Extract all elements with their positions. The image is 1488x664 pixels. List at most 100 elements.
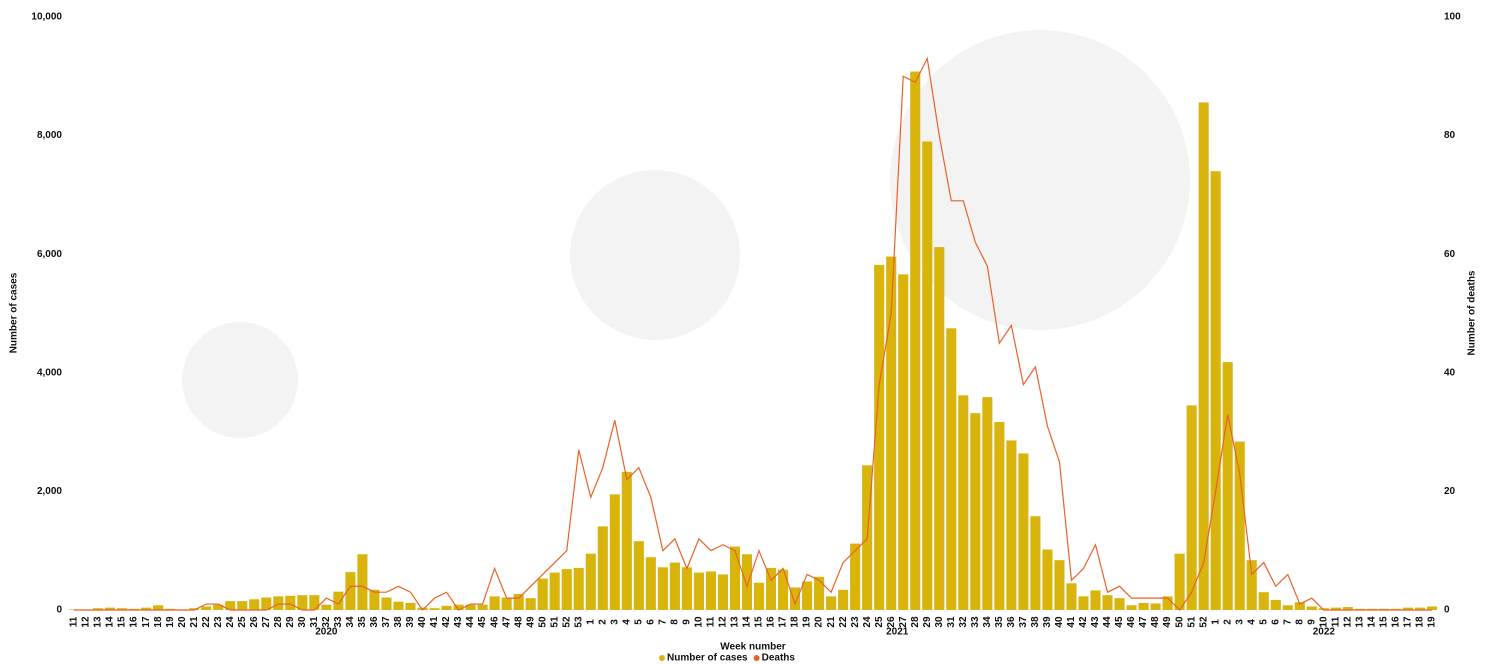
x-tick-label: 8 — [670, 619, 681, 625]
x-tick-label: 37 — [381, 616, 392, 628]
x-tick-label: 1 — [585, 619, 596, 625]
y-tick-label: 6,000 — [37, 249, 62, 260]
x-tick-label: 29 — [285, 616, 296, 628]
x-tick-label: 17 — [141, 616, 152, 628]
x-tick-label: 40 — [417, 616, 428, 628]
x-tick-label: 33 — [970, 616, 981, 628]
y-tick-label: 10,000 — [31, 12, 62, 23]
bar — [1042, 550, 1052, 610]
x-tick-label: 11 — [69, 616, 80, 627]
y2-axis-title: Number of deaths — [1467, 270, 1478, 355]
bar — [1235, 442, 1245, 610]
bar — [1175, 554, 1185, 610]
background-decoration — [182, 30, 1190, 438]
x-tick-label: 18 — [153, 616, 164, 628]
bar — [826, 596, 836, 610]
x-tick-label: 42 — [441, 616, 452, 628]
x-group-label: 2020 — [315, 627, 338, 638]
x-tick-label: 43 — [453, 616, 464, 628]
bar — [1139, 603, 1149, 610]
bar — [1211, 171, 1221, 610]
x-group-label: 2022 — [1313, 627, 1336, 638]
bar — [526, 598, 536, 610]
bar — [1259, 592, 1269, 610]
x-tick-label: 48 — [513, 616, 524, 628]
x-tick-label: 20 — [177, 616, 188, 628]
bar — [393, 602, 403, 610]
bar — [742, 554, 752, 610]
x-tick-label: 16 — [766, 616, 777, 628]
bar — [1018, 453, 1028, 610]
x-tick-label: 51 — [549, 616, 560, 628]
x-tick-label: 45 — [1114, 616, 1125, 628]
bar — [706, 571, 716, 610]
bar — [958, 395, 968, 610]
x-tick-label: 4 — [1246, 619, 1257, 625]
x-tick-label: 13 — [1355, 616, 1366, 628]
bar — [249, 599, 259, 610]
x-tick-label: 4 — [621, 619, 632, 625]
bar — [838, 590, 848, 610]
y2-tick-label: 100 — [1444, 12, 1461, 23]
x-tick-label: 12 — [1343, 616, 1354, 628]
bar — [994, 422, 1004, 610]
bar — [802, 582, 812, 610]
bar — [646, 557, 656, 610]
bar — [237, 601, 247, 610]
bar — [670, 563, 680, 610]
bar — [1271, 600, 1281, 610]
x-tick-label: 22 — [201, 616, 212, 628]
x-tick-label: 41 — [1066, 616, 1077, 628]
bar — [1199, 102, 1209, 610]
x-tick-label: 39 — [1042, 616, 1053, 628]
bar — [982, 397, 992, 610]
bar — [1114, 598, 1124, 610]
x-tick-label: 7 — [658, 619, 669, 625]
x-tick-label: 14 — [105, 616, 116, 628]
bar — [598, 526, 608, 610]
y-tick-label: 8,000 — [37, 130, 62, 141]
legend-marker — [754, 655, 760, 661]
bar — [922, 142, 932, 610]
bar — [754, 583, 764, 610]
x-tick-label: 32 — [958, 616, 969, 628]
x-tick-label: 37 — [1018, 616, 1029, 628]
bar — [442, 606, 452, 610]
y-tick-label: 4,000 — [37, 367, 62, 378]
x-tick-label: 47 — [501, 616, 512, 628]
y2-tick-label: 40 — [1444, 367, 1456, 378]
bar — [574, 568, 584, 610]
bar — [730, 547, 740, 610]
x-tick-label: 10 — [694, 616, 705, 628]
x-tick-label: 15 — [117, 616, 128, 628]
bar — [910, 72, 920, 610]
x-tick-label: 2 — [1222, 619, 1233, 625]
x-tick-label: 28 — [910, 616, 921, 628]
y2-tick-label: 60 — [1444, 249, 1456, 260]
x-tick-label: 7 — [1282, 619, 1293, 625]
x-tick-label: 6 — [645, 619, 656, 625]
bar — [357, 554, 367, 610]
x-tick-label: 24 — [862, 616, 873, 628]
chart: Number of cases Number of deaths Week nu… — [0, 0, 1488, 664]
bar — [273, 596, 283, 610]
bar — [1223, 362, 1233, 610]
x-tick-label: 27 — [261, 616, 272, 628]
x-tick-label: 44 — [465, 616, 476, 628]
legend-label: Number of cases — [667, 653, 748, 664]
x-tick-label: 46 — [1126, 616, 1137, 628]
bar — [1066, 583, 1076, 610]
x-tick-label: 45 — [477, 616, 488, 628]
bar — [622, 472, 632, 610]
y2-tick-label: 80 — [1444, 130, 1456, 141]
x-tick-label: 2 — [597, 619, 608, 625]
x-tick-label: 24 — [225, 616, 236, 628]
bar — [1090, 590, 1100, 610]
bar — [1187, 405, 1197, 610]
x-tick-label: 12 — [718, 616, 729, 628]
bar — [1283, 605, 1293, 610]
x-tick-label: 14 — [1367, 616, 1378, 628]
x-tick-label: 51 — [1186, 616, 1197, 628]
x-tick-label: 43 — [1090, 616, 1101, 628]
x-tick-label: 30 — [934, 616, 945, 628]
